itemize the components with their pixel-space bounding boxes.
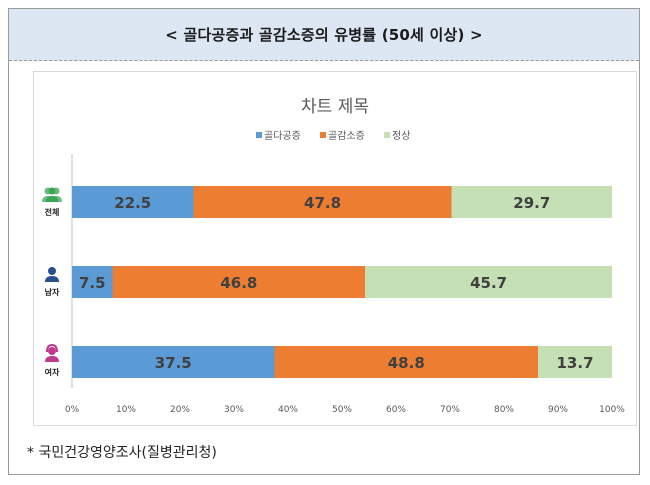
x-tick-label: 30% (224, 405, 244, 415)
data-label: 47.8 (304, 194, 341, 212)
header-banner: < 골다공증과 골감소증의 유병률 (50세 이상) > (9, 9, 639, 61)
data-label: 13.7 (557, 354, 594, 372)
data-label: 29.7 (513, 194, 550, 212)
legend-swatch-2 (320, 132, 326, 138)
x-tick-label: 50% (332, 405, 352, 415)
source-footnote: * 국민건강영양조사(질병관리청) (27, 445, 217, 461)
legend-swatch-3 (384, 132, 390, 138)
bar-segment-1 (72, 186, 194, 218)
legend-label-1: 골다공증 (264, 130, 301, 142)
x-tick-label: 100% (599, 405, 625, 415)
x-tick-label: 90% (548, 405, 568, 415)
legend-label-2: 골감소증 (328, 130, 365, 142)
bar-segment-3 (365, 266, 612, 298)
page-title: < 골다공증과 골감소증의 유병률 (50세 이상) > (165, 26, 483, 44)
x-tick-label: 60% (386, 405, 406, 415)
data-label: 22.5 (114, 194, 151, 212)
bar-segment-1 (72, 346, 275, 378)
x-tick-label: 40% (278, 405, 298, 415)
data-label: 48.8 (388, 354, 425, 372)
bar-segment-3 (451, 186, 612, 218)
data-label: 45.7 (470, 274, 507, 292)
bar-segment-2 (193, 186, 452, 218)
chart-title: 차트 제목 (301, 97, 369, 117)
bar-segment-1 (72, 266, 113, 298)
category-label: 여자 (45, 367, 60, 377)
woman-icon (45, 343, 59, 362)
data-label: 46.8 (220, 274, 257, 292)
x-tick-label: 0% (65, 405, 80, 415)
data-label: 37.5 (155, 354, 192, 372)
data-label: 7.5 (79, 274, 106, 292)
x-tick-label: 70% (440, 405, 460, 415)
x-tick-label: 10% (116, 405, 136, 415)
x-tick-label: 20% (170, 405, 190, 415)
bar-segment-2 (112, 266, 366, 298)
category-label: 남자 (45, 287, 60, 297)
category-label: 전체 (45, 207, 60, 217)
people-icon (42, 187, 62, 202)
legend-swatch-1 (256, 132, 262, 138)
legend-label-3: 정상 (392, 130, 410, 142)
man-icon (45, 267, 59, 282)
x-tick-label: 80% (494, 405, 514, 415)
bar-segment-3 (538, 346, 612, 378)
bar-segment-2 (274, 346, 539, 378)
